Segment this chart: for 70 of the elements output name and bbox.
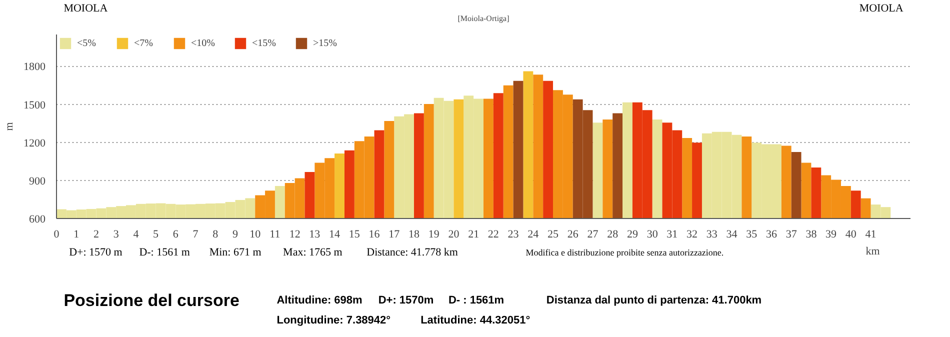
x-tick-label: 32 (686, 228, 698, 240)
y-tick-label: 1800 (24, 61, 46, 74)
x-tick-label: 11 (270, 228, 280, 240)
x-tick-label: 31 (666, 228, 678, 240)
x-tick-label: 38 (806, 228, 818, 240)
x-tick-label: 30 (646, 228, 658, 240)
x-tick-label: 8 (212, 228, 219, 240)
y-axis-title: m (4, 122, 16, 131)
x-tick-label: 33 (706, 228, 718, 240)
x-tick-label: 2 (93, 228, 99, 240)
legend-label: >15% (312, 38, 337, 48)
legend-label: <5% (77, 38, 97, 48)
x-tick-label: 34 (726, 228, 738, 240)
text: Altitudine: 698m (276, 294, 363, 306)
x-tick-label: 12 (289, 228, 300, 240)
text: MOIOLA (64, 2, 108, 14)
x-tick-label: 22 (488, 228, 499, 240)
x-tick-label: 35 (746, 228, 758, 240)
x-tick-label: 26 (567, 228, 579, 240)
y-tick-label: 900 (29, 175, 46, 188)
x-tick-label: 10 (250, 228, 262, 240)
x-tick-label: 28 (607, 228, 619, 240)
x-tick-label: 13 (309, 228, 321, 240)
legend-label: <15% (252, 38, 276, 48)
x-tick-label: 21 (468, 228, 480, 240)
x-tick-label: 25 (548, 228, 560, 240)
x-tick-label: 9 (232, 228, 238, 240)
text: D-: 1561 m (139, 246, 190, 258)
text: Longitudine: 7.38942° (276, 314, 391, 326)
text: D- : 1561m (448, 294, 504, 306)
text: Distance: 41.778 km (366, 246, 458, 258)
y-tick-label: 600 (29, 214, 46, 226)
text: MOIOLA (859, 2, 904, 14)
x-axis-title: km (866, 246, 880, 258)
x-tick-label: 40 (845, 228, 857, 240)
x-tick-label: 5 (153, 228, 160, 240)
x-tick-label: 20 (448, 228, 460, 240)
text: D+: 1570 m (69, 246, 123, 258)
x-tick-label: 29 (626, 228, 638, 240)
x-tick-label: 17 (388, 228, 400, 240)
legend-label: <10% (191, 38, 215, 48)
legend-label: <7% (134, 38, 154, 48)
x-tick-label: 6 (172, 228, 179, 240)
text: D+: 1570m (378, 294, 434, 306)
x-tick-label: 27 (587, 228, 599, 240)
text: Modifica e distribuzione proibite senza autorizzazione. (526, 248, 724, 258)
y-tick-label: 1500 (24, 99, 46, 112)
x-tick-label: 36 (766, 228, 778, 240)
x-tick-label: 39 (826, 228, 838, 240)
x-tick-label: 16 (368, 228, 380, 240)
x-tick-label: 3 (113, 228, 120, 240)
x-tick-label: 14 (329, 228, 341, 240)
x-tick-label: 41 (865, 228, 876, 240)
text: Latitudine: 44.32051° (420, 314, 530, 326)
x-tick-label: 1 (74, 228, 80, 240)
y-tick-label: 1200 (24, 137, 46, 150)
x-tick-label: 37 (786, 228, 798, 240)
x-tick-label: 4 (133, 228, 140, 240)
x-tick-label: 24 (528, 228, 540, 240)
text: Min: 671 m (209, 246, 262, 258)
text: Posizione del cursore (64, 291, 240, 310)
x-tick-label: 23 (508, 228, 520, 240)
text: Max: 1765 m (283, 246, 343, 258)
text: Distanza dal punto di partenza: 41.700km (546, 294, 762, 306)
x-tick-label: 18 (408, 228, 420, 240)
x-tick-label: 19 (428, 228, 440, 240)
x-tick-label: 7 (192, 228, 199, 240)
x-tick-label: 0 (54, 228, 60, 240)
x-tick-label: 15 (348, 228, 360, 240)
chart-title: [Moiola-Ortiga] (458, 14, 510, 23)
